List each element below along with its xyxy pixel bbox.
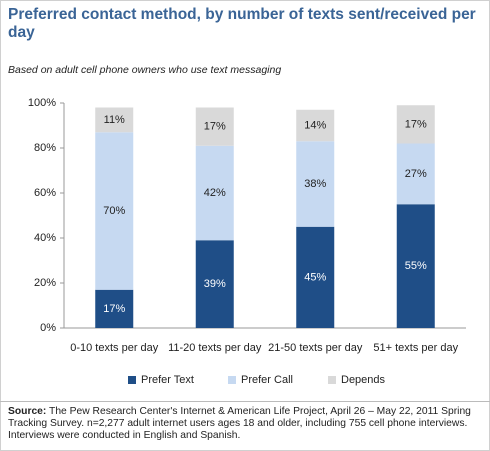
y-tick-label: 60%	[34, 187, 56, 199]
legend-swatch	[128, 376, 136, 384]
bar-segment	[296, 141, 335, 227]
value-label: 27%	[405, 168, 427, 180]
bar-segment	[95, 132, 134, 290]
bar-segment	[195, 145, 234, 241]
value-label: 70%	[103, 205, 125, 217]
title: Preferred contact method, by number of t…	[8, 6, 476, 41]
bar-segment	[296, 109, 335, 142]
legend-swatch	[328, 376, 336, 384]
bar-segment	[396, 143, 435, 205]
chart: 0% 20% 40% 60% 80% 100% 0-10 texts per day 17% 7…	[28, 97, 466, 386]
legend-label: Prefer Text	[141, 374, 194, 386]
value-label: 17%	[405, 118, 427, 130]
x-tick-label: 21-50 texts per day	[268, 342, 363, 354]
bar-segment	[95, 107, 134, 133]
legend-label: Depends	[341, 374, 386, 386]
x-tick-label: 11-20 texts per day	[168, 342, 262, 354]
bar-segment	[296, 226, 335, 328]
value-label: 39%	[204, 278, 226, 290]
bar-segment	[195, 107, 234, 146]
source-text: The Pew Research Center's Internet & Ame…	[8, 406, 471, 441]
bar-segment	[95, 289, 134, 328]
legend-swatch	[228, 376, 236, 384]
x-tick-label: 0-10 texts per day	[70, 342, 159, 354]
bar-segment	[396, 204, 435, 328]
value-label: 17%	[103, 303, 125, 315]
y-tick-label: 0%	[40, 322, 56, 334]
source-label: Source:	[8, 406, 47, 417]
y-tick-label: 100%	[28, 97, 56, 109]
value-label: 17%	[204, 121, 226, 133]
value-label: 55%	[405, 260, 427, 272]
subtitle: Based on adult cell phone owners who use…	[8, 64, 282, 76]
x-tick-label: 51+ texts per day	[373, 342, 458, 354]
value-label: 38%	[304, 178, 326, 190]
y-tick-label: 20%	[34, 277, 56, 289]
divider	[0, 401, 490, 402]
legend-label: Prefer Call	[241, 374, 293, 386]
value-label: 42%	[204, 187, 226, 199]
y-tick-label: 40%	[34, 232, 56, 244]
value-label: 45%	[304, 271, 326, 283]
y-tick-label: 80%	[34, 142, 56, 154]
value-label: 14%	[304, 119, 326, 131]
value-label: 11%	[104, 114, 125, 126]
source-note: Source: The Pew Research Center's Intern…	[8, 406, 483, 442]
bar-segment	[195, 240, 234, 328]
bar-segment	[396, 105, 435, 144]
